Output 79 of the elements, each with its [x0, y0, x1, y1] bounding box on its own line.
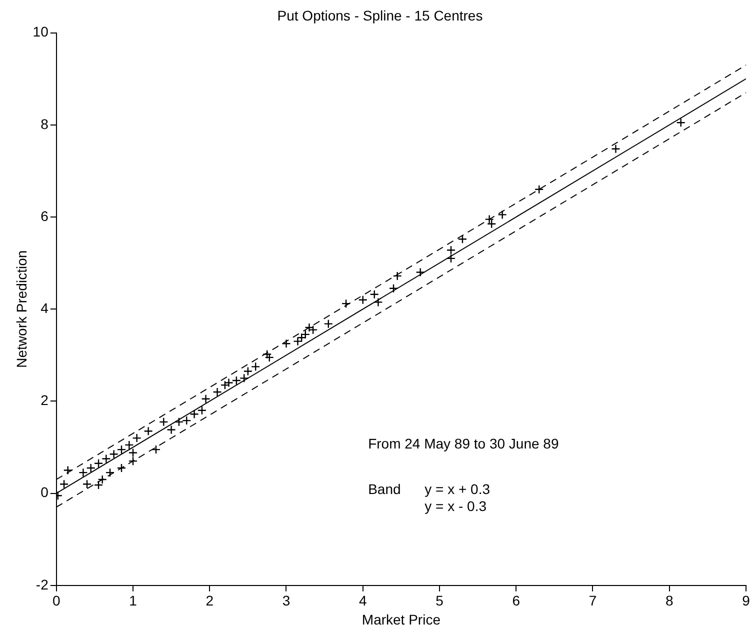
point [94, 480, 104, 490]
point [102, 454, 111, 464]
chart-title: Put Options - Spline - 15 Centres [277, 7, 483, 24]
x-tick-label: 4 [358, 592, 367, 609]
point [128, 448, 138, 458]
point [416, 268, 425, 277]
point [132, 433, 142, 443]
y-tick-label: 4 [40, 300, 49, 316]
annotation: y = x + 0.3 [424, 481, 490, 498]
annotation: y = x - 0.3 [424, 498, 487, 514]
point [197, 406, 207, 416]
y-tick-label: 2 [40, 392, 49, 408]
x-tick-label: 0 [52, 592, 60, 609]
point [498, 210, 507, 220]
point [190, 409, 199, 419]
point [446, 254, 456, 264]
point [109, 450, 118, 459]
point [159, 417, 168, 427]
point [324, 319, 333, 328]
point [264, 352, 274, 362]
annotation: Band [368, 481, 401, 498]
point [243, 366, 253, 376]
point [534, 184, 544, 194]
point [240, 374, 249, 383]
point [676, 118, 686, 128]
point [232, 376, 242, 386]
y-tick-label: 6 [40, 208, 49, 224]
point [300, 330, 310, 340]
point [201, 394, 210, 404]
point [358, 295, 368, 304]
x-tick-label: 9 [742, 592, 750, 609]
point [151, 444, 161, 454]
y-axis-title: Network Prediction [13, 250, 30, 368]
point [63, 466, 72, 475]
point [174, 417, 184, 427]
point [392, 271, 402, 281]
point [182, 416, 192, 426]
point [144, 426, 153, 436]
point [94, 458, 104, 468]
x-tick-label: 1 [129, 592, 138, 609]
point [128, 456, 138, 466]
x-tick-label: 8 [665, 592, 674, 609]
point [308, 325, 318, 334]
y-tick-label: -2 [36, 576, 49, 592]
point [282, 339, 291, 348]
point [86, 463, 96, 473]
y-tick-label: 10 [32, 24, 49, 40]
point [82, 479, 92, 489]
point [59, 479, 69, 489]
point [105, 468, 115, 478]
point [293, 336, 302, 346]
point [220, 380, 230, 390]
annotation: From 24 May 89 to 30 June 89 [368, 435, 559, 452]
y-tick-label: 8 [40, 116, 49, 132]
point [166, 425, 176, 434]
point [78, 468, 88, 478]
point [296, 333, 306, 342]
point [304, 322, 314, 332]
point [458, 234, 468, 244]
x-tick-label: 3 [282, 592, 290, 609]
x-tick-label: 6 [512, 592, 520, 609]
point [251, 362, 260, 372]
point [124, 440, 134, 450]
x-axis-title: Market Price [362, 611, 441, 628]
point [98, 474, 107, 484]
point [262, 350, 272, 359]
point [388, 284, 398, 293]
point [116, 463, 126, 473]
point [212, 387, 222, 397]
point [341, 298, 351, 308]
x-tick-label: 5 [436, 592, 444, 609]
point [374, 298, 383, 307]
point [370, 290, 379, 299]
x-tick-label: 2 [206, 592, 214, 609]
point [611, 144, 620, 154]
x-tick-label: 7 [588, 592, 597, 609]
y-tick-label: 0 [40, 484, 49, 500]
point [116, 444, 126, 454]
point [446, 246, 456, 255]
